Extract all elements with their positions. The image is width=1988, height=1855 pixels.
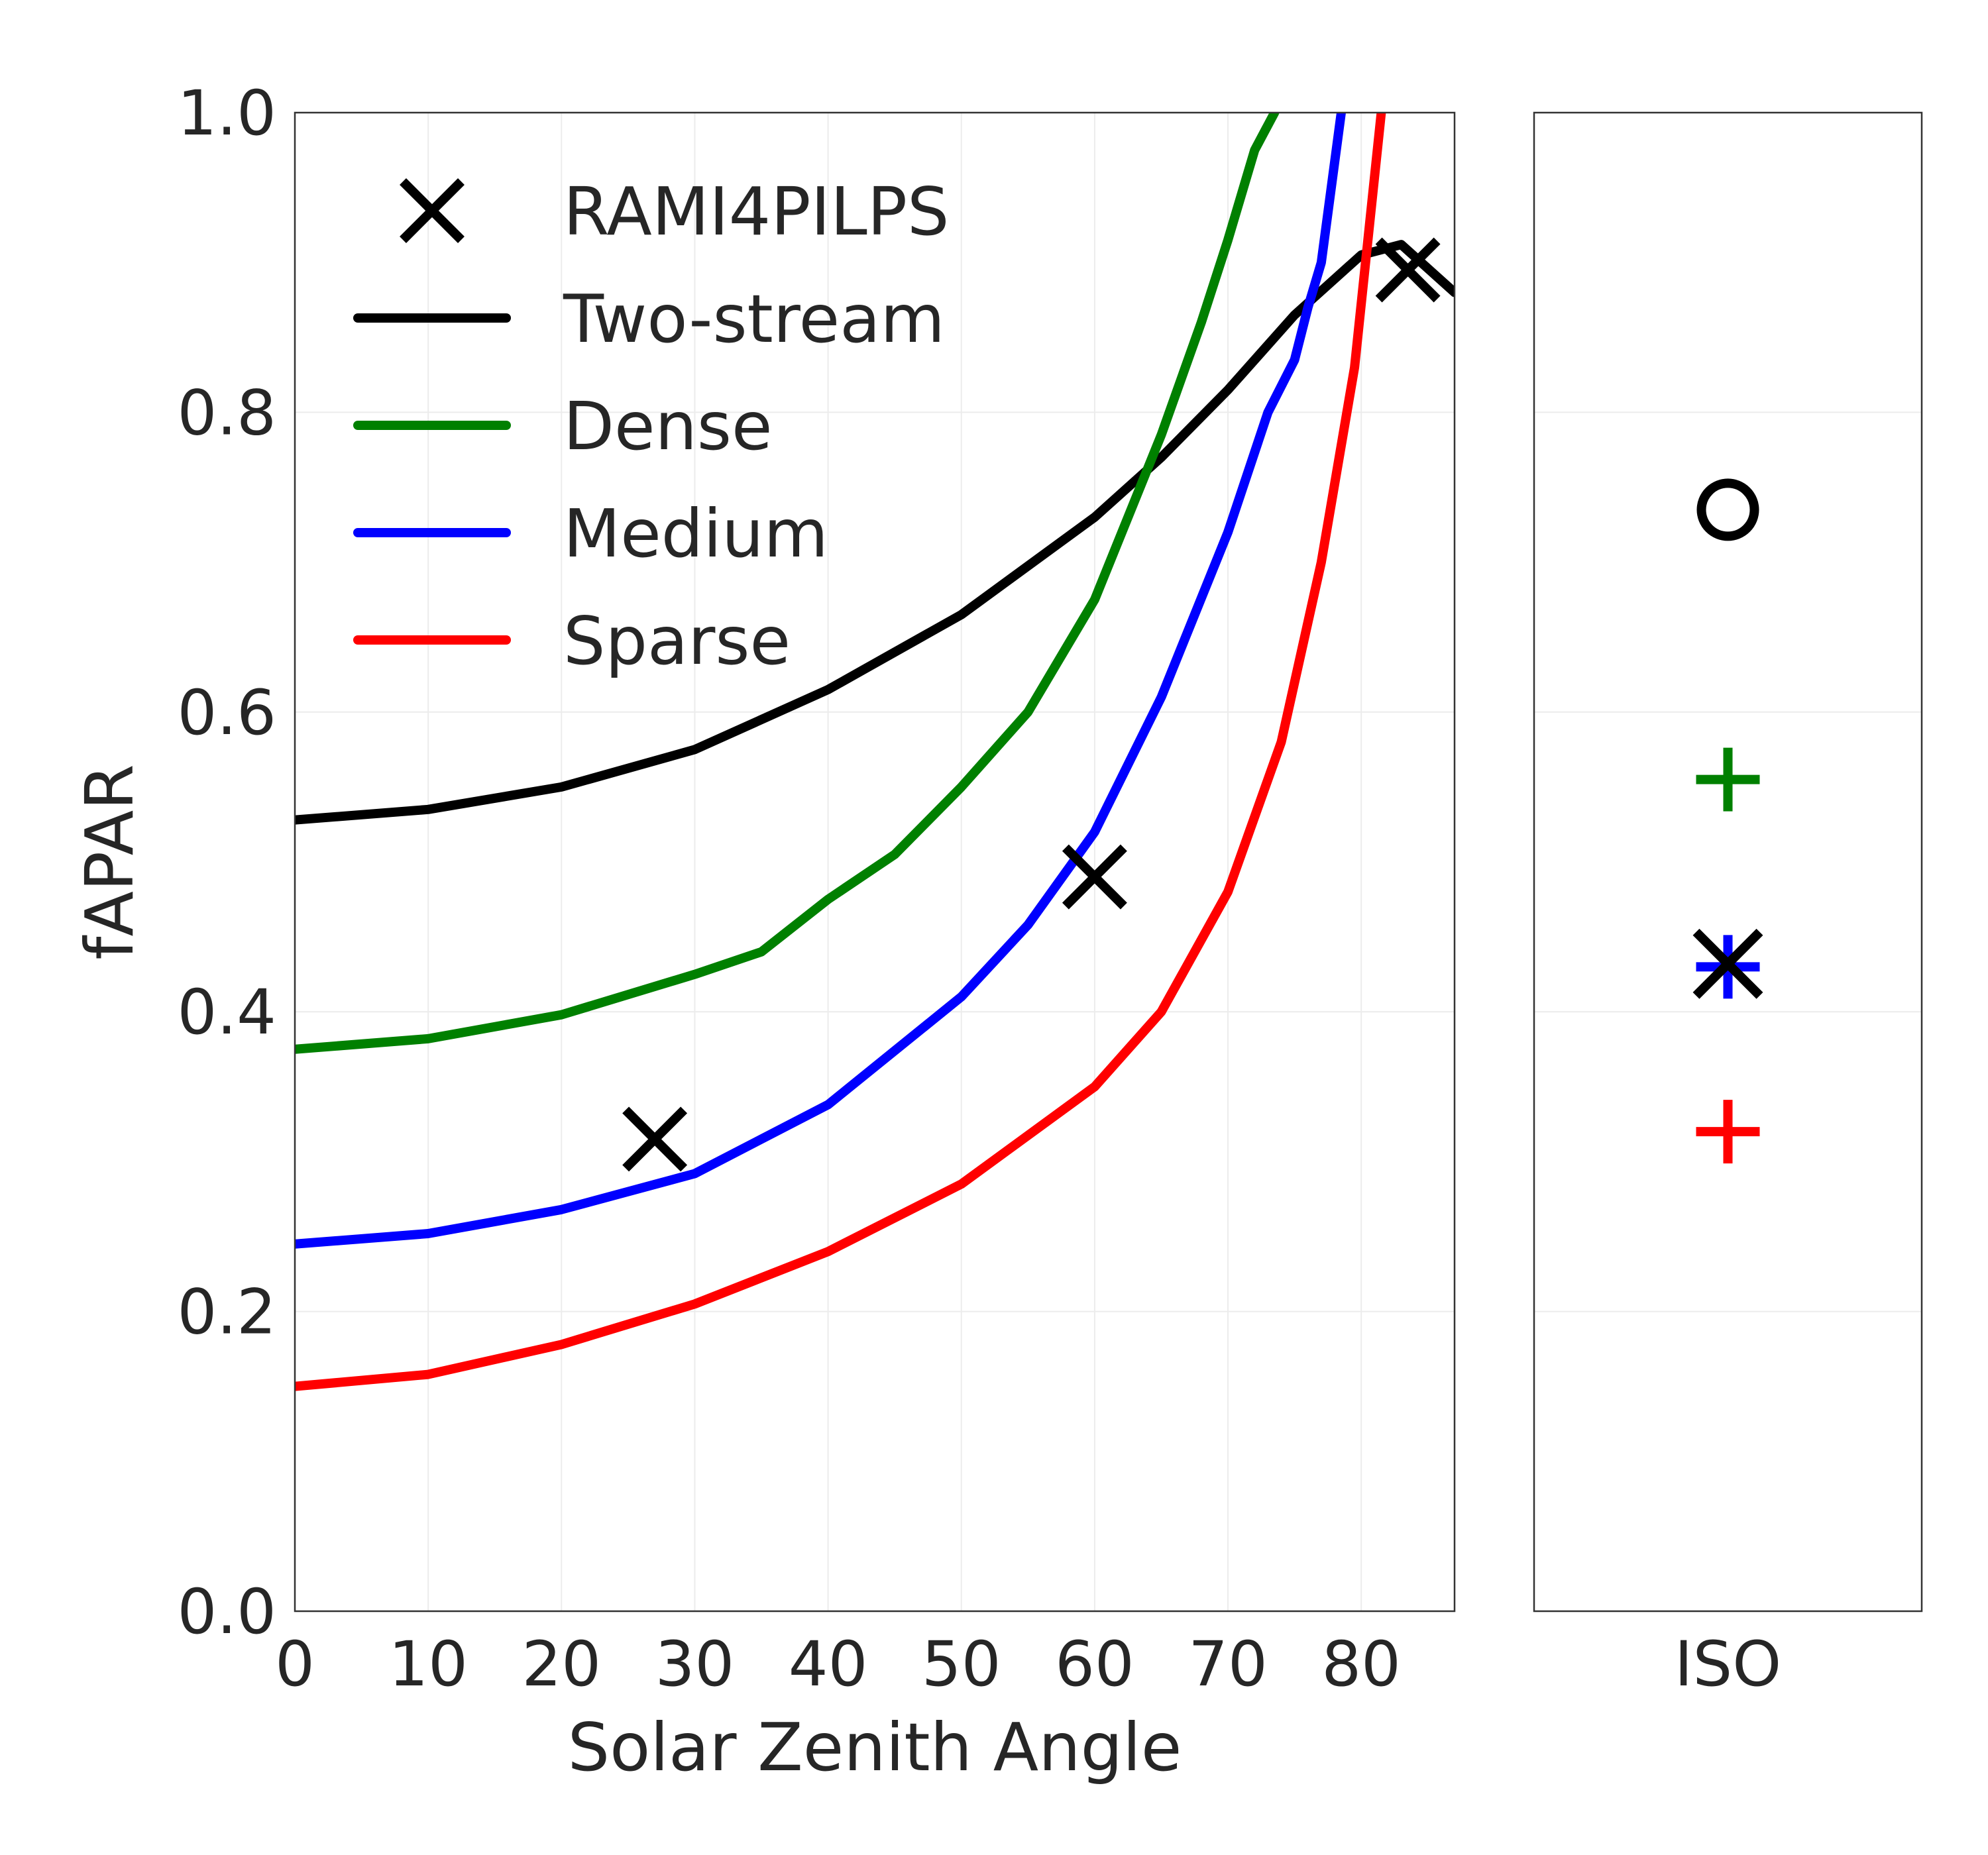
series-line-sparse [295,113,1386,1391]
main-plot-panel: 0 10 20 30 40 50 60 70 80 0.0 0.2 0.4 0.6 0.8 1.0 Solar… [71,78,1456,1786]
iso-marker-circle [1696,478,1759,541]
series-line-two-stream [295,240,1455,825]
iso-plot-panel: ISO [1533,111,1923,1701]
legend-label-rami4pilps: RAMI4PILPS [563,173,950,250]
iso-tick-label: ISO [1675,1628,1781,1701]
x-tick-label: 0 [275,1628,315,1701]
x-tick-label: 10 [388,1628,468,1701]
y-tick-label: 0.8 [178,377,277,449]
y-tick-label: 0.4 [178,977,277,1049]
y-axis-title: fAPAR [71,764,148,959]
y-tick-label: 0.0 [178,1576,277,1648]
rami4pilps-marker [1062,844,1127,910]
iso-marker-plus [1696,1100,1760,1164]
x-tick-label: 50 [922,1628,1001,1701]
series-line-medium [295,113,1346,1249]
main-plot-frame [294,111,1456,1613]
iso-plot-frame [1533,111,1923,1613]
legend-label-two-stream: Two-stream [563,280,945,358]
x-tick-label: 30 [655,1628,735,1701]
x-tick-label: 70 [1188,1628,1268,1701]
series-line-dense [295,113,1280,1054]
legend-symbol-rami4pilps [400,178,465,243]
y-tick-label: 0.2 [178,1277,277,1349]
legend-label-sparse: Sparse [563,602,791,680]
y-tick-label: 0.6 [178,677,277,749]
x-tick-label: 20 [522,1628,601,1701]
legend: RAMI4PILPS Two-stream Dense Medium Sparse [353,173,950,680]
x-tick-label: 80 [1321,1628,1401,1701]
series-lines [295,113,1455,1391]
iso-marker-plus [1696,747,1760,812]
legend-label-medium: Medium [563,495,828,572]
legend-label-dense: Dense [563,388,773,465]
rami4pilps-marker [1375,237,1441,303]
x-axis-title: Solar Zenith Angle [568,1709,1182,1786]
x-tick-label: 60 [1055,1628,1134,1701]
rami4pilps-marker [622,1106,688,1172]
iso-marker-x [1692,928,1763,999]
y-tick-label: 1.0 [178,78,277,150]
x-tick-label: 40 [789,1628,868,1701]
